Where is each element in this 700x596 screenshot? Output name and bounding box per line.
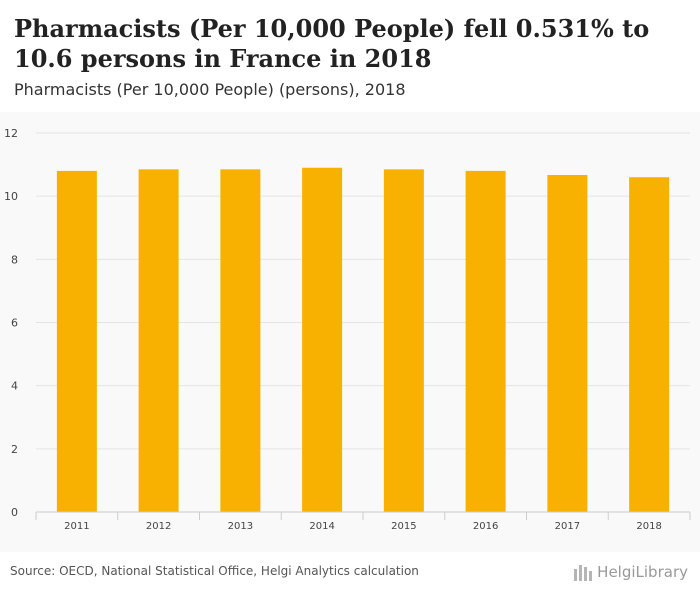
x-tick-label: 2011 — [64, 521, 89, 532]
bar-2018[interactable] — [629, 177, 670, 512]
bar-2015[interactable] — [383, 169, 424, 512]
y-tick-label: 6 — [11, 317, 18, 330]
source-note: Source: OECD, National Statistical Offic… — [10, 564, 419, 578]
y-tick-label: 2 — [11, 443, 18, 456]
x-tick-label: 2012 — [146, 521, 171, 532]
library-columns-icon — [573, 563, 593, 581]
logo-text: HelgiLibrary — [597, 563, 688, 581]
x-tick-label: 2016 — [473, 521, 498, 532]
bar-2011[interactable] — [56, 170, 97, 512]
x-tick-label: 2018 — [636, 521, 661, 532]
y-tick-label: 10 — [4, 190, 18, 203]
chart-subtitle: Pharmacists (Per 10,000 People) (persons… — [14, 80, 406, 99]
y-tick-label: 8 — [11, 253, 18, 266]
y-tick-label: 0 — [11, 506, 18, 519]
bar-chart: 0 2 4 6 8 10 12 2011 2012 2013 2014 2015 2016 2017 201… — [4, 127, 691, 532]
y-tick-label: 4 — [11, 380, 18, 393]
helgi-library-logo[interactable]: HelgiLibrary — [573, 561, 688, 583]
bar-2016[interactable] — [465, 170, 506, 512]
bar-2017[interactable] — [547, 175, 588, 512]
x-tick-label: 2017 — [555, 521, 580, 532]
x-tick-label: 2013 — [228, 521, 253, 532]
chart-title: Pharmacists (Per 10,000 People) fell 0.5… — [14, 14, 650, 73]
chart-header: Pharmacists (Per 10,000 People) fell 0.5… — [0, 0, 700, 112]
y-tick-label: 12 — [4, 127, 18, 140]
bar-2012[interactable] — [138, 169, 179, 512]
x-tick-label: 2015 — [391, 521, 416, 532]
bar-2014[interactable] — [302, 167, 343, 512]
bar-2013[interactable] — [220, 169, 261, 512]
x-tick-label: 2014 — [309, 521, 334, 532]
